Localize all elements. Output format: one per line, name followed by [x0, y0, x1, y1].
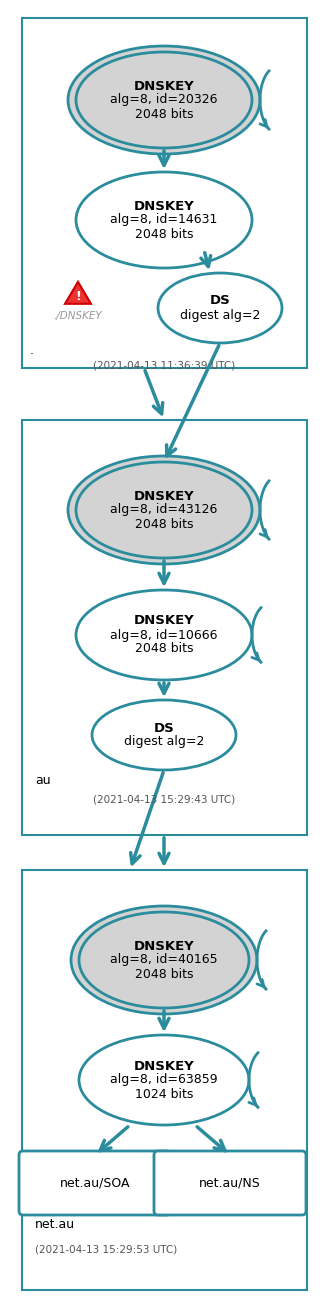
Text: net.au/NS: net.au/NS [199, 1177, 261, 1190]
Text: DNSKEY: DNSKEY [134, 614, 194, 627]
Text: 2048 bits: 2048 bits [135, 643, 193, 656]
FancyBboxPatch shape [19, 1151, 171, 1215]
Text: (2021-04-13 15:29:43 UTC): (2021-04-13 15:29:43 UTC) [93, 795, 235, 806]
Bar [22, 420, 307, 834]
Text: DNSKEY: DNSKEY [134, 199, 194, 213]
FancyBboxPatch shape [154, 1151, 306, 1215]
Text: digest alg=2: digest alg=2 [180, 308, 260, 321]
Ellipse shape [79, 1035, 249, 1124]
Bar [22, 18, 307, 367]
Text: digest alg=2: digest alg=2 [124, 736, 204, 749]
Ellipse shape [158, 273, 282, 342]
Ellipse shape [76, 52, 252, 148]
Text: (2021-04-13 15:29:53 UTC): (2021-04-13 15:29:53 UTC) [35, 1245, 177, 1256]
Ellipse shape [92, 701, 236, 770]
Text: DNSKEY: DNSKEY [134, 939, 194, 953]
Bar [22, 870, 307, 1290]
Text: 2048 bits: 2048 bits [135, 108, 193, 121]
Text: alg=8, id=14631: alg=8, id=14631 [110, 214, 218, 227]
Text: au: au [35, 774, 51, 786]
Ellipse shape [76, 172, 252, 268]
Text: !: ! [75, 290, 81, 303]
Text: DS: DS [154, 722, 174, 735]
Ellipse shape [76, 590, 252, 680]
Polygon shape [65, 282, 91, 304]
Ellipse shape [79, 912, 249, 1008]
Ellipse shape [71, 907, 257, 1014]
Text: .: . [30, 344, 34, 357]
Text: 2048 bits: 2048 bits [135, 967, 193, 980]
Text: alg=8, id=63859: alg=8, id=63859 [110, 1073, 218, 1086]
Text: (2021-04-13 11:36:39 UTC): (2021-04-13 11:36:39 UTC) [93, 359, 235, 370]
Text: alg=8, id=20326: alg=8, id=20326 [110, 93, 218, 106]
Text: alg=8, id=40165: alg=8, id=40165 [110, 954, 218, 967]
Text: DS: DS [210, 294, 230, 307]
Text: DNSKEY: DNSKEY [134, 1060, 194, 1072]
Ellipse shape [76, 462, 252, 558]
Ellipse shape [68, 46, 260, 154]
Text: 1024 bits: 1024 bits [135, 1088, 193, 1101]
Text: DNSKEY: DNSKEY [134, 489, 194, 502]
Text: alg=8, id=10666: alg=8, id=10666 [110, 628, 218, 642]
Text: 2048 bits: 2048 bits [135, 517, 193, 530]
Text: net.au/SOA: net.au/SOA [60, 1177, 130, 1190]
Text: DNSKEY: DNSKEY [134, 80, 194, 93]
Text: net.au: net.au [35, 1219, 75, 1232]
Ellipse shape [68, 457, 260, 564]
Text: 2048 bits: 2048 bits [135, 227, 193, 240]
Text: alg=8, id=43126: alg=8, id=43126 [110, 504, 218, 517]
Text: ./DNSKEY: ./DNSKEY [54, 311, 102, 321]
